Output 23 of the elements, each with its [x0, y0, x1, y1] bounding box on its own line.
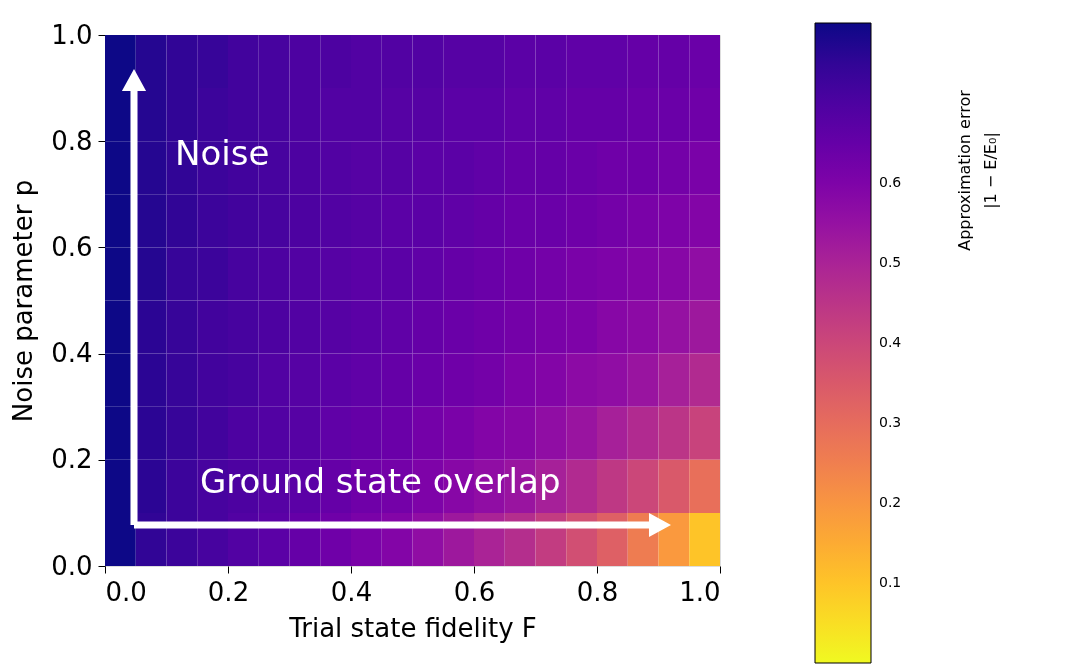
- color-bar-label: 0.6: [879, 174, 902, 190]
- x-tick-label: 0.0: [105, 576, 147, 607]
- color-bar-label: 0.5: [879, 254, 902, 270]
- annotation: Noise: [175, 133, 270, 173]
- y-tick-label: 1.0: [51, 19, 93, 50]
- color-bar-label: 0.3: [879, 414, 902, 430]
- x-tick-label: 0.8: [576, 576, 619, 607]
- x-tick-label: 0.2: [207, 576, 250, 607]
- y-axis-title: Noise parameter p: [8, 179, 39, 423]
- color-bar-label: 0.1: [879, 574, 902, 590]
- color-bar-label: 0.4: [879, 334, 902, 350]
- x-tick-label: 0.6: [453, 576, 496, 607]
- y-tick-label: 0.4: [51, 338, 93, 369]
- x-tick-label: 1.0: [679, 576, 721, 607]
- color-bar-title: Approximation error |1 − E/E₀|: [955, 89, 1000, 251]
- y-tick-label: 0.6: [51, 231, 93, 262]
- y-tick-label: 0.2: [51, 444, 93, 475]
- x-axis-title: Trial state fidelity F: [288, 612, 537, 643]
- x-tick-label: 0.4: [330, 576, 373, 607]
- y-tick-label: 0.8: [51, 125, 93, 156]
- color-bar-label: 0.2: [879, 494, 902, 510]
- y-tick-label: 0.0: [51, 550, 93, 581]
- annotation: Ground state overlap: [200, 461, 561, 501]
